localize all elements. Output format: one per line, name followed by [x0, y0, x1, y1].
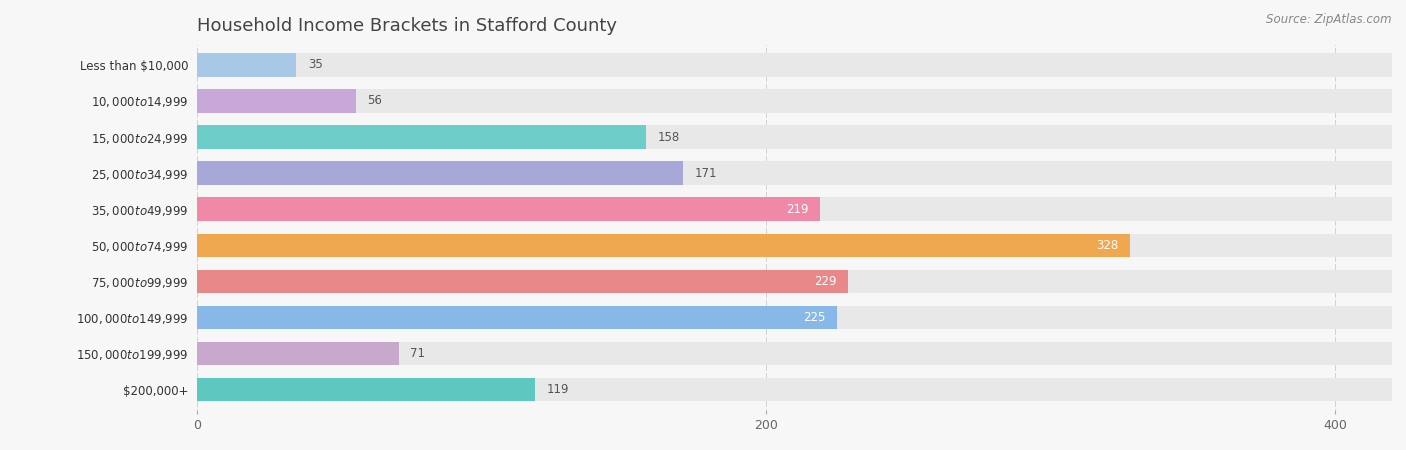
Bar [197, 125, 647, 149]
Text: 225: 225 [803, 311, 825, 324]
Bar [197, 234, 1130, 257]
Bar [197, 378, 1392, 401]
Bar [197, 89, 1392, 112]
Bar [197, 306, 837, 329]
Text: 56: 56 [367, 94, 382, 108]
Bar [197, 89, 356, 112]
Bar [197, 342, 399, 365]
Text: 35: 35 [308, 58, 322, 72]
Bar [197, 162, 683, 185]
Bar [197, 53, 297, 76]
Bar [197, 270, 848, 293]
Bar [197, 125, 1392, 149]
Bar [197, 162, 1392, 185]
Text: Source: ZipAtlas.com: Source: ZipAtlas.com [1267, 14, 1392, 27]
Text: 229: 229 [814, 275, 837, 288]
Text: 219: 219 [786, 202, 808, 216]
Text: 171: 171 [695, 166, 717, 180]
Bar [197, 270, 1392, 293]
Bar [197, 234, 1392, 257]
Text: 119: 119 [547, 383, 569, 396]
Bar [197, 53, 1392, 76]
Text: 158: 158 [658, 130, 681, 144]
Bar [197, 198, 1392, 221]
Bar [197, 198, 820, 221]
Text: Household Income Brackets in Stafford County: Household Income Brackets in Stafford Co… [197, 17, 617, 35]
Bar [197, 342, 1392, 365]
Bar [197, 378, 536, 401]
Text: 71: 71 [411, 347, 425, 360]
Text: 328: 328 [1097, 239, 1119, 252]
Bar [197, 306, 1392, 329]
